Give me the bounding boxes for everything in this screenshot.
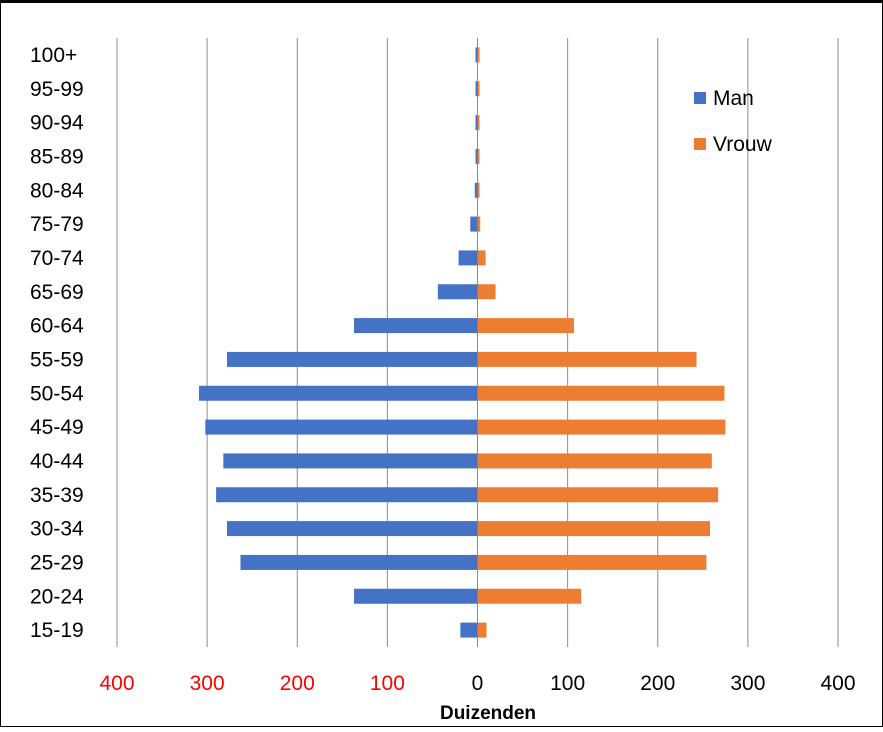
bar-man-70-74 xyxy=(458,250,478,266)
category-label: 40-44 xyxy=(30,450,84,473)
tick-label: 300 xyxy=(190,672,225,695)
bar-man-55-59 xyxy=(226,351,478,367)
bar-vrouw-70-74 xyxy=(477,250,486,266)
category-label: 55-59 xyxy=(30,348,84,371)
bar-man-90-94 xyxy=(475,115,478,131)
bar-man-100+ xyxy=(475,47,478,63)
category-label: 50-54 xyxy=(30,382,84,405)
bar-man-25-29 xyxy=(240,554,478,570)
legend-label-vrouw: Vrouw xyxy=(713,133,773,156)
tick-label: 200 xyxy=(640,672,675,695)
x-axis-title: Duizenden xyxy=(440,703,536,724)
bar-vrouw-65-69 xyxy=(477,284,496,300)
category-label: 80-84 xyxy=(30,179,84,202)
legend-swatch-vrouw xyxy=(694,138,706,150)
bar-vrouw-50-54 xyxy=(477,385,725,401)
category-label: 45-49 xyxy=(30,416,84,439)
bar-vrouw-80-84 xyxy=(477,182,480,198)
bar-vrouw-100+ xyxy=(477,47,480,63)
tick-label: 300 xyxy=(730,672,765,695)
bar-man-20-24 xyxy=(354,588,478,604)
bar-man-30-34 xyxy=(226,521,478,537)
bar-vrouw-90-94 xyxy=(477,115,480,131)
tick-label: 100 xyxy=(370,672,405,695)
category-label: 65-69 xyxy=(30,281,84,304)
bar-vrouw-55-59 xyxy=(477,351,697,367)
bar-man-40-44 xyxy=(223,453,478,469)
legend: Man Vrouw xyxy=(694,87,773,156)
category-label: 35-39 xyxy=(30,484,84,507)
bar-man-80-84 xyxy=(474,182,478,198)
bars xyxy=(199,47,726,638)
tick-label: 100 xyxy=(550,672,585,695)
category-label: 20-24 xyxy=(30,585,84,608)
category-label: 70-74 xyxy=(30,247,84,270)
bar-man-60-64 xyxy=(354,318,478,334)
bar-man-85-89 xyxy=(475,148,478,164)
bar-man-50-54 xyxy=(199,385,478,401)
gridlines xyxy=(116,38,839,647)
tick-label: 0 xyxy=(472,672,484,695)
category-label: 75-79 xyxy=(30,213,84,236)
bar-man-15-19 xyxy=(460,622,478,638)
legend-swatch-man xyxy=(694,92,706,104)
bar-vrouw-45-49 xyxy=(477,419,726,435)
bar-man-35-39 xyxy=(216,487,478,503)
tick-label: 400 xyxy=(99,672,134,695)
category-label: 95-99 xyxy=(30,78,84,101)
category-labels: 15-19 20-24 25-29 30-34 35-39 40-44 45-49 50-54… xyxy=(30,44,84,642)
bar-vrouw-40-44 xyxy=(477,453,712,469)
bar-vrouw-35-39 xyxy=(477,487,719,503)
category-label: 85-89 xyxy=(30,145,84,168)
bar-vrouw-85-89 xyxy=(477,148,480,164)
category-label: 60-64 xyxy=(30,315,84,338)
category-label: 15-19 xyxy=(30,619,84,642)
bar-man-95-99 xyxy=(475,81,478,97)
bar-man-45-49 xyxy=(205,419,478,435)
tick-label: 200 xyxy=(280,672,315,695)
bar-vrouw-60-64 xyxy=(477,318,574,334)
tick-label: 400 xyxy=(820,672,855,695)
bar-vrouw-20-24 xyxy=(477,588,582,604)
bar-vrouw-30-34 xyxy=(477,521,711,537)
category-label: 90-94 xyxy=(30,112,84,135)
bar-vrouw-25-29 xyxy=(477,554,707,570)
category-label: 100+ xyxy=(30,44,77,67)
bar-vrouw-15-19 xyxy=(477,622,487,638)
tick-labels: 400 300 200 100 0 100 200 300 400 xyxy=(99,672,855,695)
bar-vrouw-95-99 xyxy=(477,81,480,97)
bar-vrouw-75-79 xyxy=(477,216,481,232)
legend-label-man: Man xyxy=(713,87,754,110)
category-label: 25-29 xyxy=(30,551,84,574)
bar-man-65-69 xyxy=(437,284,478,300)
bar-man-75-79 xyxy=(470,216,478,232)
category-label: 30-34 xyxy=(30,518,84,541)
